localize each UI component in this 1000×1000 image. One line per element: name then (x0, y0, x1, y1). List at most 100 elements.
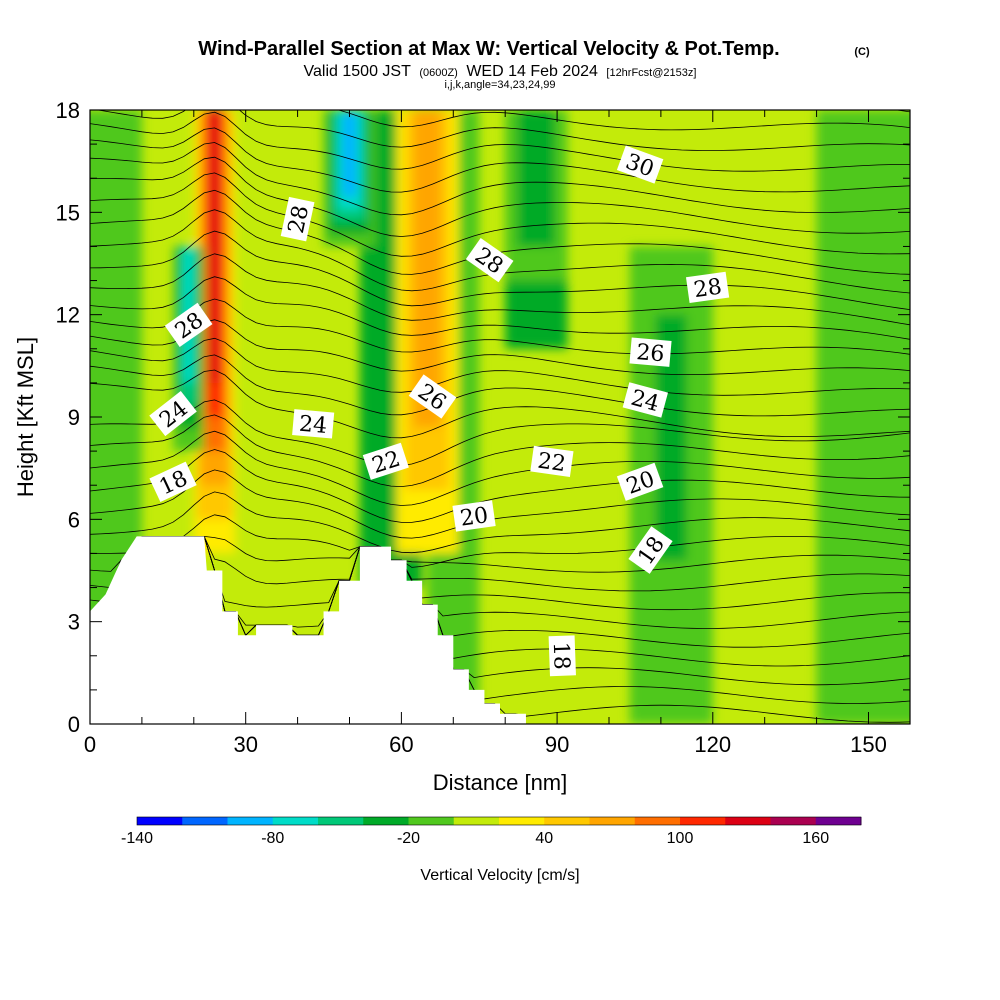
colorbar-tick-label: 40 (535, 830, 553, 847)
theta-contour-line (90, 319, 910, 375)
velocity-field (90, 110, 910, 724)
contour-label-text: 18 (548, 641, 574, 670)
x-tick-label: 150 (850, 732, 887, 757)
contour-label-box (622, 382, 668, 418)
theta-contour-line (90, 142, 910, 216)
colorbar-frame (136, 816, 862, 826)
x-axis-label: Distance [nm] (433, 770, 568, 795)
theta-contour-line (90, 111, 910, 172)
contour-label: 30 (616, 145, 664, 184)
theta-contour-line (90, 127, 910, 193)
theta-contour-line (90, 536, 910, 573)
theta-contour-line (337, 110, 910, 131)
contour-label-text: 28 (284, 203, 314, 236)
contour-label: 28 (280, 196, 315, 242)
y-tick-label: 0 (68, 712, 80, 737)
contour-label: 22 (530, 445, 574, 478)
theta-contour-line (90, 449, 910, 523)
colorbar-swatch (680, 817, 726, 825)
theta-contour-line (90, 172, 910, 257)
contour-label-box (452, 500, 496, 532)
x-tick-label: 120 (694, 732, 731, 757)
theta-contour-line (90, 469, 910, 539)
contour-label-box (530, 445, 574, 478)
valid-date: WED 14 Feb 2024 (466, 63, 598, 80)
contour-label-box (628, 526, 673, 574)
contour-label: 24 (292, 409, 335, 439)
x-tick-label: 0 (84, 732, 96, 757)
velocity-shading (90, 110, 910, 724)
contour-label: 20 (452, 500, 496, 532)
x-tick-label: 60 (389, 732, 413, 757)
theta-contour-line (90, 298, 910, 355)
theta-contour-line (90, 430, 910, 506)
y-axis-label: Height [Kft MSL] (13, 337, 38, 497)
contour-label: 26 (629, 337, 672, 367)
contour-label-text: 20 (459, 503, 490, 532)
chart-subtitle: Valid 1500 JST (0600Z) WED 14 Feb 2024 [… (304, 63, 697, 80)
forecast-info: [12hrFcst@2153z] (606, 67, 696, 79)
contour-label: 22 (362, 442, 409, 480)
y-tick-label: 18 (56, 98, 80, 123)
colorbar-swatch (363, 817, 409, 825)
colorbar-tick-label: -20 (397, 830, 420, 847)
colorbar-swatch (453, 817, 500, 825)
x-tick-label: 90 (545, 732, 569, 757)
chart-title: Wind-Parallel Section at Max W: Vertical… (198, 38, 779, 60)
theta-contours (90, 110, 910, 723)
theta-contour-line (96, 110, 910, 151)
contour-label-text: 24 (298, 412, 328, 439)
theta-contour-line (90, 536, 910, 629)
valid-time: Valid 1500 JST (304, 63, 412, 80)
colorbar-swatch (272, 817, 319, 825)
contour-label-text: 22 (536, 449, 567, 478)
theta-contour-line (90, 276, 910, 340)
velocity-core (209, 110, 220, 383)
y-tick-label: 12 (56, 303, 80, 328)
contour-label-box (164, 302, 213, 348)
contour-label-box (629, 337, 672, 367)
contour-label-text: 28 (692, 275, 723, 304)
colorbar-tick-label: 160 (802, 830, 829, 847)
contour-label-box (685, 271, 730, 304)
axes: 0 30 60 90 120 150 0 3 6 9 12 15 18 (56, 98, 910, 757)
theta-contour-line (90, 354, 910, 417)
terrain (90, 536, 537, 724)
contour-label: 18 (548, 635, 576, 677)
colorbar-swatch (408, 817, 455, 825)
contour-label: 28 (685, 271, 730, 304)
contour-label-box (292, 409, 335, 439)
colorbar-tick-label: -140 (121, 830, 153, 847)
contour-label-text: 26 (635, 340, 665, 367)
x-tick-label: 30 (233, 732, 257, 757)
contour-label-box (280, 196, 315, 242)
contour-label: 24 (149, 391, 197, 437)
velocity-core (342, 110, 357, 197)
contour-label: 20 (616, 462, 664, 501)
theta-contour-line (90, 253, 910, 326)
copyright-mark: (C) (854, 46, 870, 58)
theta-contour-line (90, 514, 910, 568)
theta-contour-line (90, 156, 910, 237)
colorbar-swatch (318, 817, 364, 825)
colorbar-swatch (544, 817, 590, 825)
colorbar-swatch (182, 817, 228, 825)
contour-label-box (616, 462, 664, 501)
colorbar-swatch (815, 817, 862, 825)
y-tick-label: 3 (68, 610, 80, 635)
velocity-core (517, 110, 556, 247)
theta-contour-line (90, 414, 910, 488)
theta-contour-line (90, 536, 910, 592)
theta-contour-line (90, 337, 910, 396)
contour-label-box (149, 461, 197, 503)
colorbar-swatch (770, 817, 817, 825)
colorbar-swatch (725, 817, 771, 825)
contour-label-box (548, 635, 576, 677)
theta-contour-line (90, 491, 910, 554)
y-tick-label: 9 (68, 405, 80, 430)
theta-contour-line (90, 230, 910, 310)
velocity-core (413, 110, 441, 427)
valid-utc: (0600Z) (419, 67, 458, 79)
